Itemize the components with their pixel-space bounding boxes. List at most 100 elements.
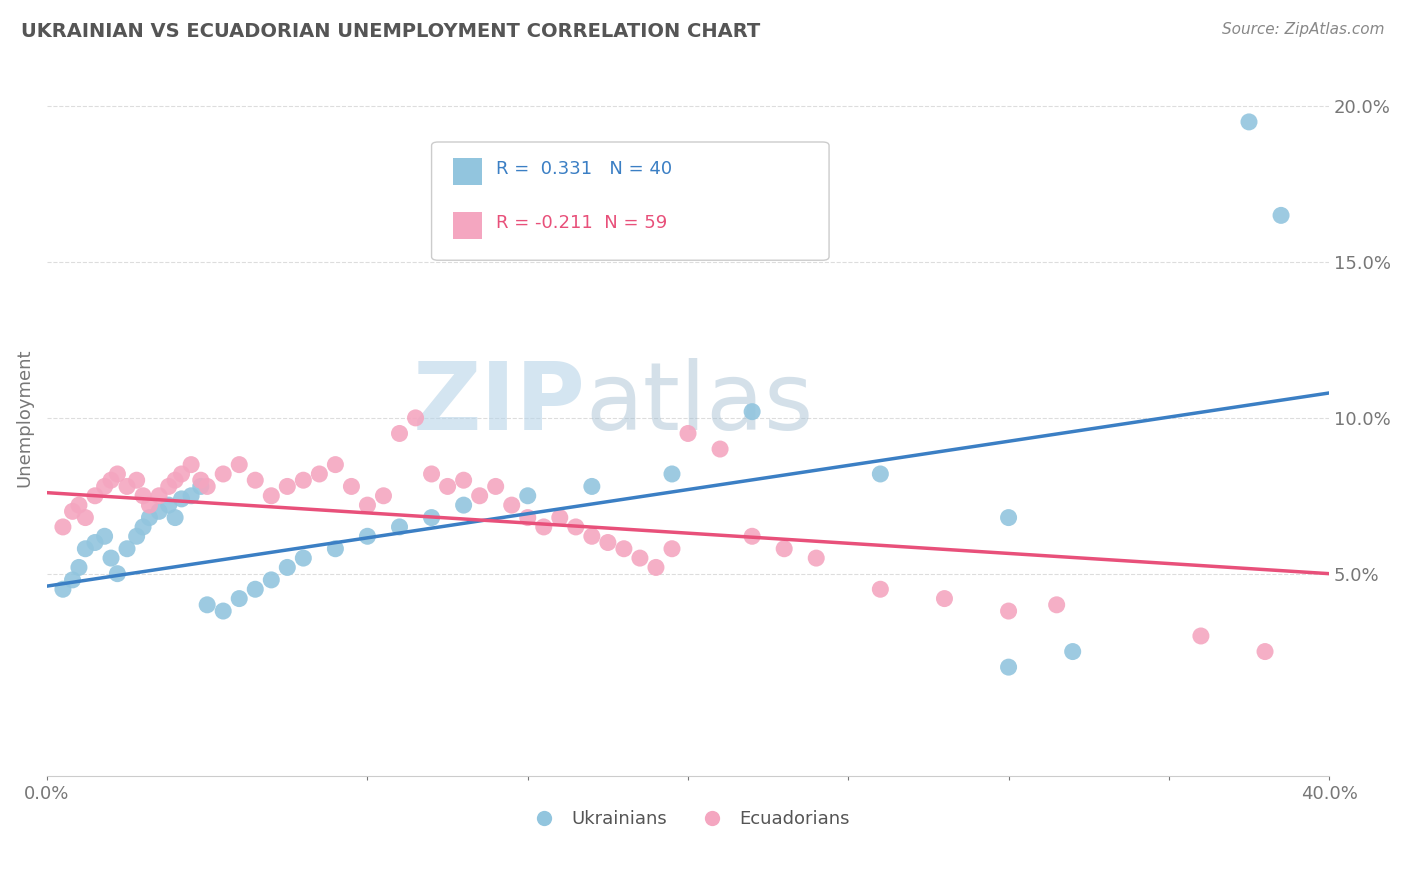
FancyBboxPatch shape <box>432 142 830 260</box>
Point <box>934 591 956 606</box>
Text: R = -0.211  N = 59: R = -0.211 N = 59 <box>496 214 666 232</box>
Point <box>325 458 347 472</box>
Point <box>1270 208 1292 222</box>
Point <box>1237 115 1260 129</box>
Point <box>501 498 523 512</box>
Point <box>485 479 508 493</box>
Point <box>661 541 683 556</box>
Point <box>84 535 107 549</box>
Point <box>533 520 555 534</box>
Text: Source: ZipAtlas.com: Source: ZipAtlas.com <box>1222 22 1385 37</box>
Point <box>420 467 443 481</box>
Point <box>170 467 193 481</box>
Point <box>170 491 193 506</box>
Point <box>548 510 571 524</box>
Point <box>388 520 411 534</box>
Point <box>516 489 538 503</box>
Point <box>453 473 475 487</box>
Point <box>138 510 160 524</box>
Point <box>1062 644 1084 658</box>
Point <box>125 473 148 487</box>
Point <box>581 529 603 543</box>
Point <box>245 473 267 487</box>
Point <box>212 604 235 618</box>
Point <box>212 467 235 481</box>
Text: UKRAINIAN VS ECUADORIAN UNEMPLOYMENT CORRELATION CHART: UKRAINIAN VS ECUADORIAN UNEMPLOYMENT COR… <box>21 22 761 41</box>
Point <box>228 591 250 606</box>
Legend: Ukrainians, Ecuadorians: Ukrainians, Ecuadorians <box>519 803 858 835</box>
Point <box>125 529 148 543</box>
Point <box>596 535 619 549</box>
Point <box>157 498 180 512</box>
Point <box>709 442 731 456</box>
Point <box>325 541 347 556</box>
Point <box>67 560 90 574</box>
Point <box>148 489 170 503</box>
Point <box>132 489 155 503</box>
Point <box>468 489 491 503</box>
Point <box>340 479 363 493</box>
Point <box>93 479 115 493</box>
Y-axis label: Unemployment: Unemployment <box>15 349 32 487</box>
Point <box>62 504 84 518</box>
Text: ZIP: ZIP <box>412 358 585 450</box>
Point <box>180 458 202 472</box>
Point <box>869 467 891 481</box>
Point <box>1254 644 1277 658</box>
Point <box>997 604 1019 618</box>
Point <box>195 479 218 493</box>
Point <box>84 489 107 503</box>
Point <box>93 529 115 543</box>
Point <box>1046 598 1069 612</box>
Point <box>190 479 212 493</box>
Point <box>180 489 202 503</box>
Point <box>645 560 668 574</box>
Point <box>260 489 283 503</box>
Point <box>581 479 603 493</box>
Point <box>516 510 538 524</box>
Point <box>100 551 122 566</box>
Point <box>565 520 588 534</box>
Point <box>997 660 1019 674</box>
Point <box>436 479 458 493</box>
Point <box>420 510 443 524</box>
Point <box>190 473 212 487</box>
Point <box>676 426 699 441</box>
Point <box>806 551 828 566</box>
Point <box>405 410 427 425</box>
Point <box>356 529 378 543</box>
Point <box>276 479 298 493</box>
Point <box>741 404 763 418</box>
Point <box>228 458 250 472</box>
Point <box>628 551 651 566</box>
Point <box>373 489 395 503</box>
Point <box>157 479 180 493</box>
Point <box>52 582 75 597</box>
Point <box>100 473 122 487</box>
Point <box>741 529 763 543</box>
Point <box>75 510 97 524</box>
Point <box>165 473 187 487</box>
Point <box>388 426 411 441</box>
Point <box>245 582 267 597</box>
Point <box>997 510 1019 524</box>
Point <box>773 541 796 556</box>
Point <box>62 573 84 587</box>
Point <box>453 498 475 512</box>
Point <box>613 541 636 556</box>
Point <box>292 473 315 487</box>
Point <box>292 551 315 566</box>
Point <box>115 541 138 556</box>
Point <box>276 560 298 574</box>
Point <box>132 520 155 534</box>
Point <box>869 582 891 597</box>
Point <box>67 498 90 512</box>
Point <box>107 566 129 581</box>
Point <box>356 498 378 512</box>
Bar <box>453 211 482 239</box>
Point <box>115 479 138 493</box>
Text: atlas: atlas <box>585 358 814 450</box>
Point <box>75 541 97 556</box>
Point <box>165 510 187 524</box>
Point <box>1189 629 1212 643</box>
